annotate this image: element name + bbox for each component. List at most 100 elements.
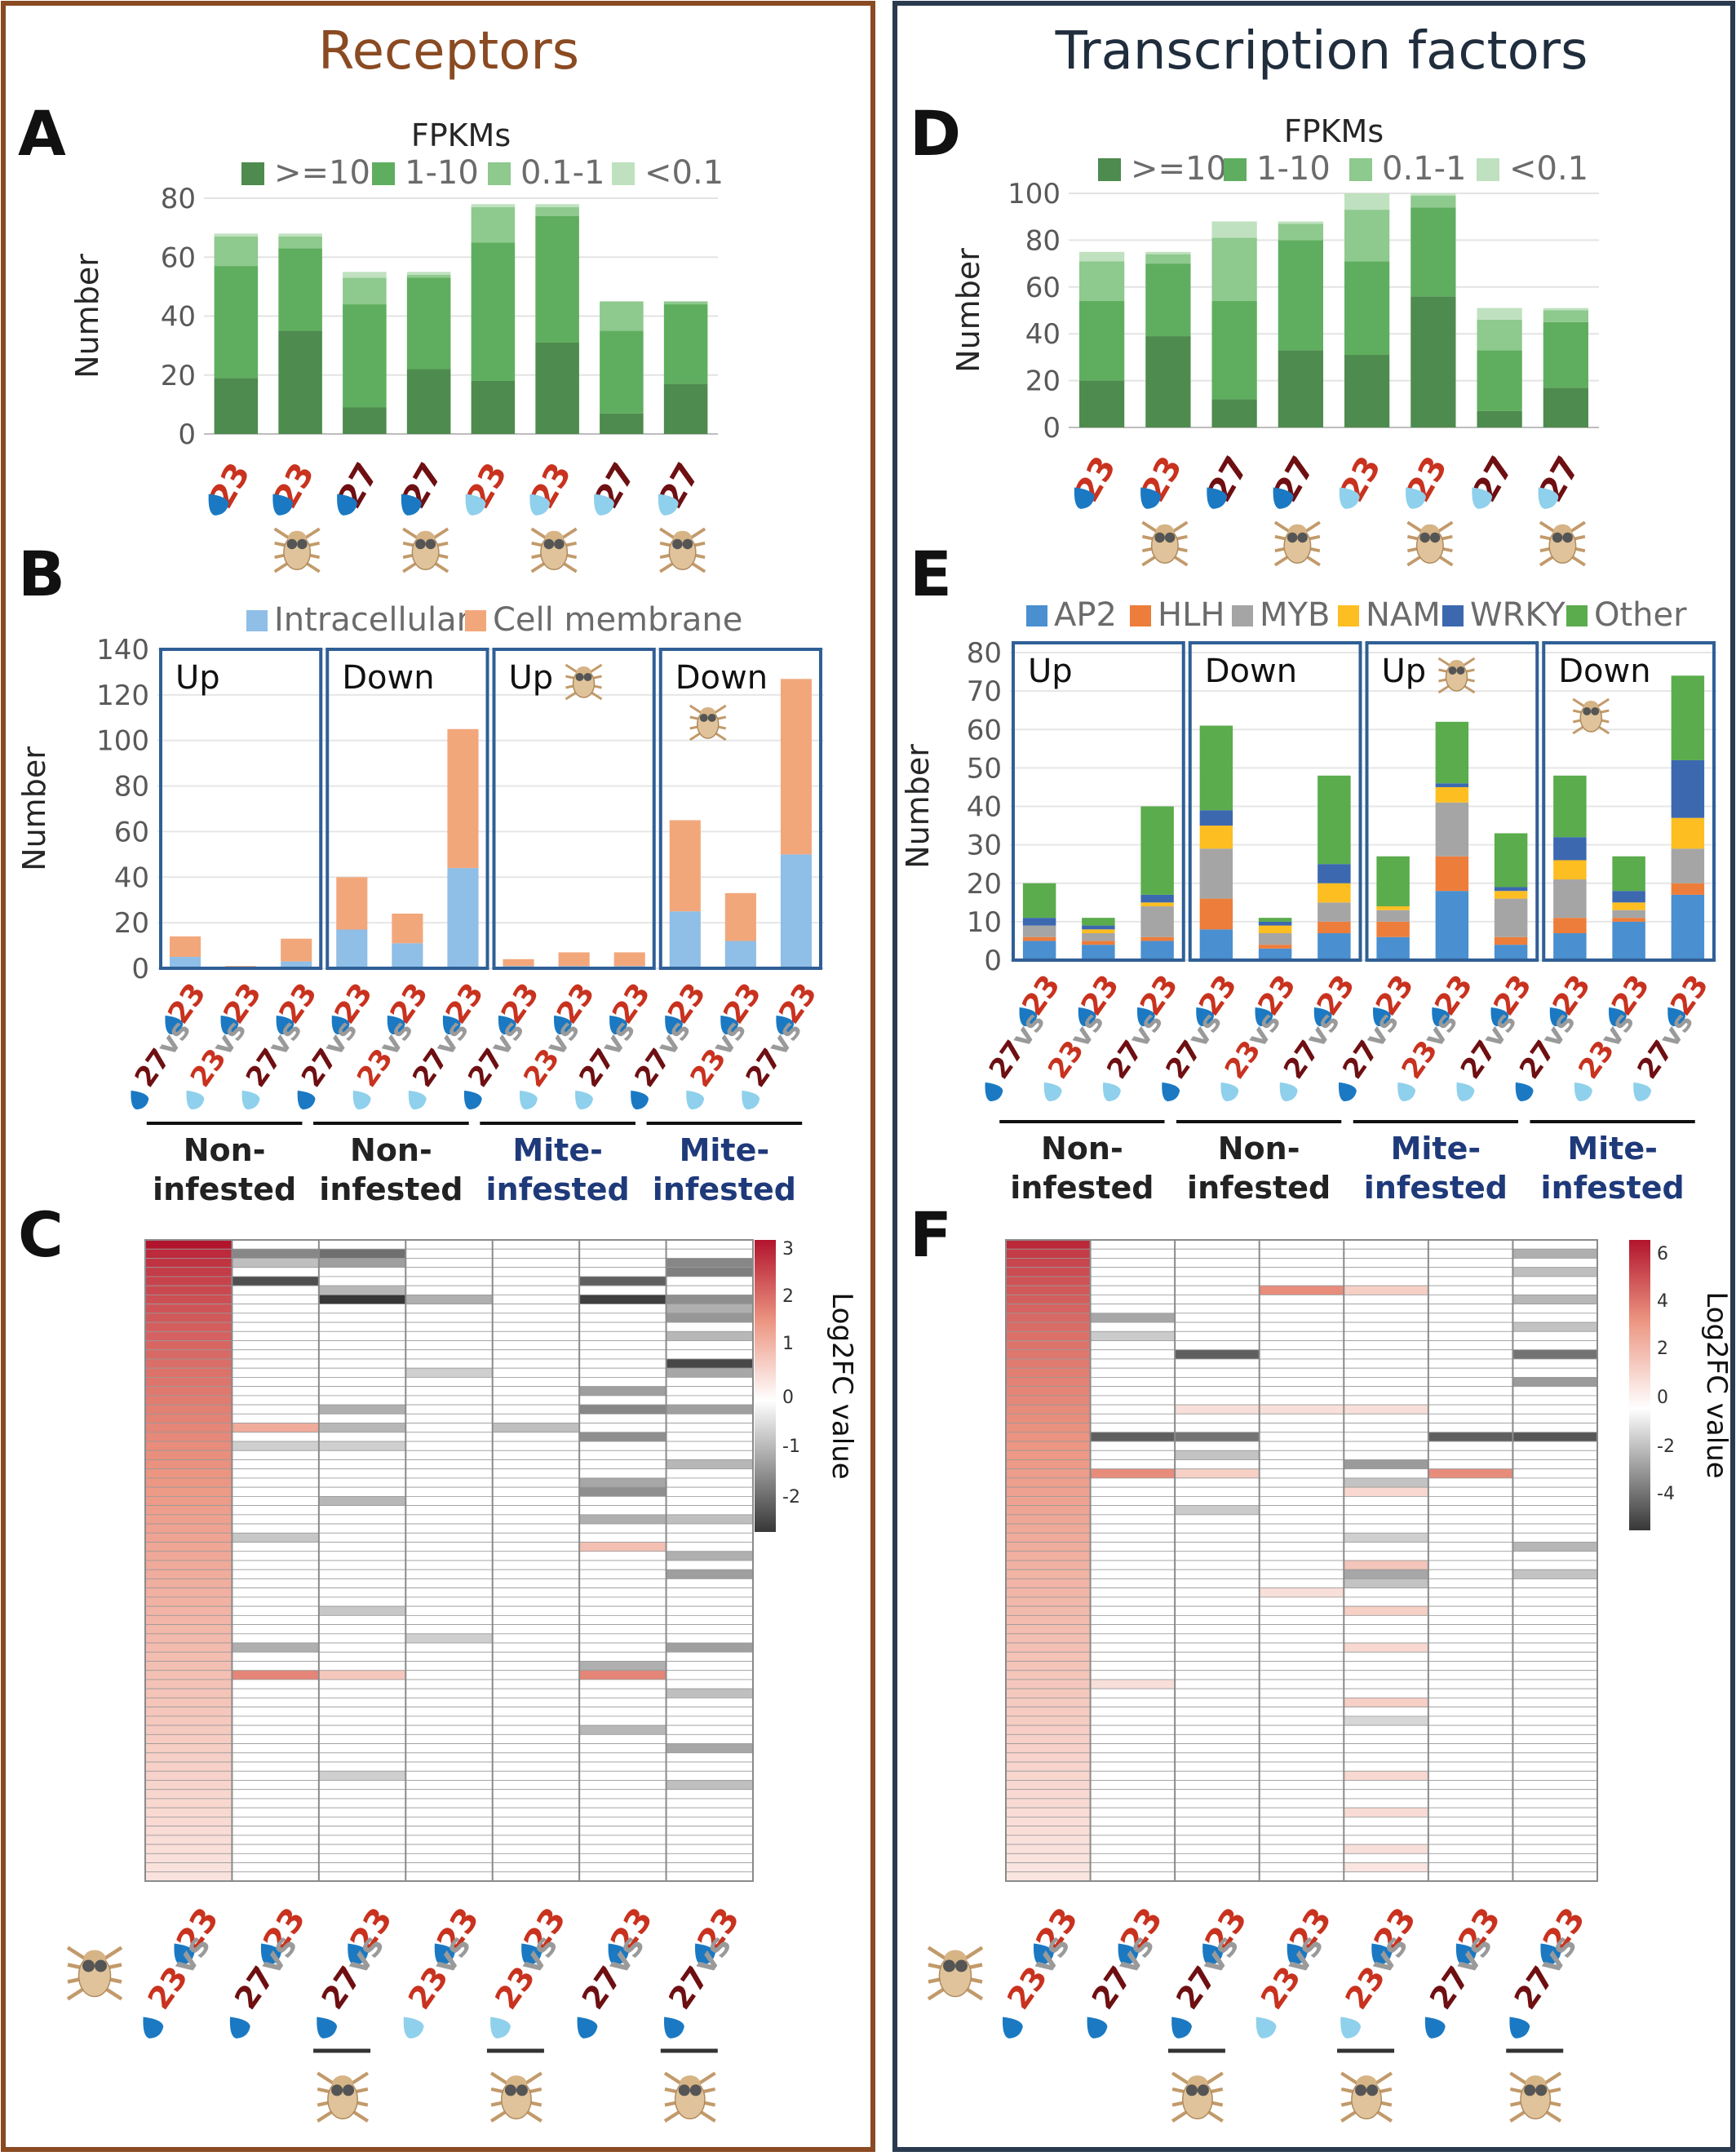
water-drop-icon: [1074, 487, 1095, 509]
heatmap-cell: [578, 1432, 666, 1442]
bar-segment: [1543, 387, 1588, 427]
heatmap-cell: [1005, 1761, 1091, 1772]
heatmap-cell: [1343, 1294, 1429, 1305]
mite-eye: [1562, 532, 1573, 543]
bar-segment: [1258, 918, 1292, 922]
heatmap-cell: [1428, 1807, 1513, 1817]
heatmap-cell: [232, 1642, 320, 1653]
heatmap-cell: [1005, 1698, 1091, 1708]
water-drop-icon: [401, 494, 422, 516]
heatmap-cell: [1428, 1816, 1513, 1827]
heatmap-cell: [405, 1321, 494, 1332]
mite-icon: [1406, 520, 1454, 567]
heatmap-cell: [1005, 1679, 1091, 1689]
heatmap-cell: [405, 1486, 494, 1497]
y-axis-title: Number: [900, 744, 936, 869]
heatmap-cell: [232, 1596, 320, 1607]
heatmap-cell: [232, 1807, 320, 1817]
heatmap-cell: [666, 1358, 754, 1369]
heatmap-cell: [232, 1432, 320, 1442]
heatmap-cell: [578, 1661, 666, 1671]
colorbar-tick-label: 2: [782, 1286, 794, 1307]
mite-eye: [1297, 532, 1308, 543]
heatmap-cell: [318, 1532, 406, 1543]
mite-eye: [343, 2084, 355, 2096]
heatmap-cell: [144, 1542, 232, 1552]
legend-swatch: [1098, 158, 1121, 181]
heatmap-cell: [232, 1285, 320, 1295]
water-drop-icon: [1078, 1007, 1096, 1027]
heatmap-cell: [1428, 1789, 1513, 1800]
mite-icon: [1539, 520, 1586, 567]
heatmap-cell: [1005, 1688, 1091, 1698]
heatmap-cell: [1428, 1551, 1513, 1561]
heatmap-cell: [144, 1578, 232, 1589]
heatmap-cell: [1512, 1761, 1598, 1772]
heatmap-cell: [318, 1871, 406, 1882]
heatmap-cell: [1174, 1670, 1260, 1680]
heatmap-cell: [1005, 1367, 1091, 1378]
mite-leg: [1375, 2071, 1393, 2085]
group-label-line2: infested: [319, 1171, 463, 1207]
y-tick-label: 70: [967, 675, 1002, 708]
heatmap-cell: [1428, 1395, 1513, 1406]
heatmap-cell: [318, 1468, 406, 1479]
heatmap-cell: [1259, 1276, 1344, 1286]
heatmap-cell: [1428, 1670, 1513, 1680]
heatmap-cell: [1090, 1349, 1176, 1360]
water-drop-icon: [1574, 1082, 1592, 1102]
heatmap-cell: [405, 1450, 494, 1460]
heatmap-cell: [1174, 1707, 1260, 1717]
heatmap-cell: [1259, 1432, 1344, 1442]
heatmap-cell: [144, 1862, 232, 1873]
heatmap-cell: [144, 1642, 232, 1653]
heatmap-cell: [318, 1404, 406, 1414]
bar-segment: [669, 820, 701, 912]
heatmap-cell: [405, 1651, 494, 1662]
bar-segment: [1199, 929, 1233, 960]
heatmap-cell: [1174, 1679, 1260, 1689]
heatmap-cell: [1005, 1624, 1091, 1635]
heatmap-cell: [405, 1358, 494, 1369]
heatmap-cell: [1090, 1395, 1176, 1406]
heatmap-cell: [1259, 1404, 1344, 1414]
heatmap-cell: [1005, 1432, 1091, 1442]
heatmap-cell: [1174, 1413, 1260, 1423]
mite-eye: [554, 538, 565, 550]
water-drop-icon: [465, 494, 486, 516]
heatmap-cell: [1090, 1551, 1176, 1561]
heatmap-cell: [578, 1239, 666, 1250]
heatmap-cell: [232, 1304, 320, 1314]
water-drop-icon: [577, 2017, 598, 2039]
heatmap-cell: [492, 1596, 580, 1607]
heatmap-cell: [1174, 1377, 1260, 1388]
heatmap-cell: [1259, 1569, 1344, 1579]
heatmap-cell: [1174, 1716, 1260, 1726]
heatmap-cell: [492, 1477, 580, 1488]
heatmap-cell: [318, 1542, 406, 1552]
heatmap-cell: [405, 1642, 494, 1653]
heatmap-cell: [492, 1679, 580, 1689]
heatmap-cell: [318, 1688, 406, 1698]
heatmap-cell: [578, 1862, 666, 1873]
water-drop-icon: [1273, 487, 1294, 509]
heatmap-cell: [1343, 1551, 1429, 1561]
bar-segment: [343, 407, 387, 434]
bar-segment: [336, 929, 368, 968]
bar-segment: [1435, 802, 1469, 857]
legend-label: NAM: [1366, 596, 1441, 634]
heatmap-cell: [144, 1239, 232, 1250]
mite-leg: [304, 560, 321, 573]
heatmap-cell: [1512, 1542, 1598, 1552]
heatmap-cell: [666, 1276, 754, 1286]
heatmap-cell: [492, 1670, 580, 1680]
bar-segment: [535, 206, 579, 216]
heatmap-cell: [1005, 1707, 1091, 1717]
bar-segment: [1082, 929, 1115, 934]
heatmap-cell: [1174, 1349, 1260, 1360]
water-drop-icon: [186, 1090, 205, 1110]
heatmap-cell: [1428, 1835, 1513, 1845]
heatmap-cell: [1005, 1596, 1091, 1607]
heatmap-cell: [1512, 1835, 1598, 1845]
heatmap-cell: [318, 1276, 406, 1286]
